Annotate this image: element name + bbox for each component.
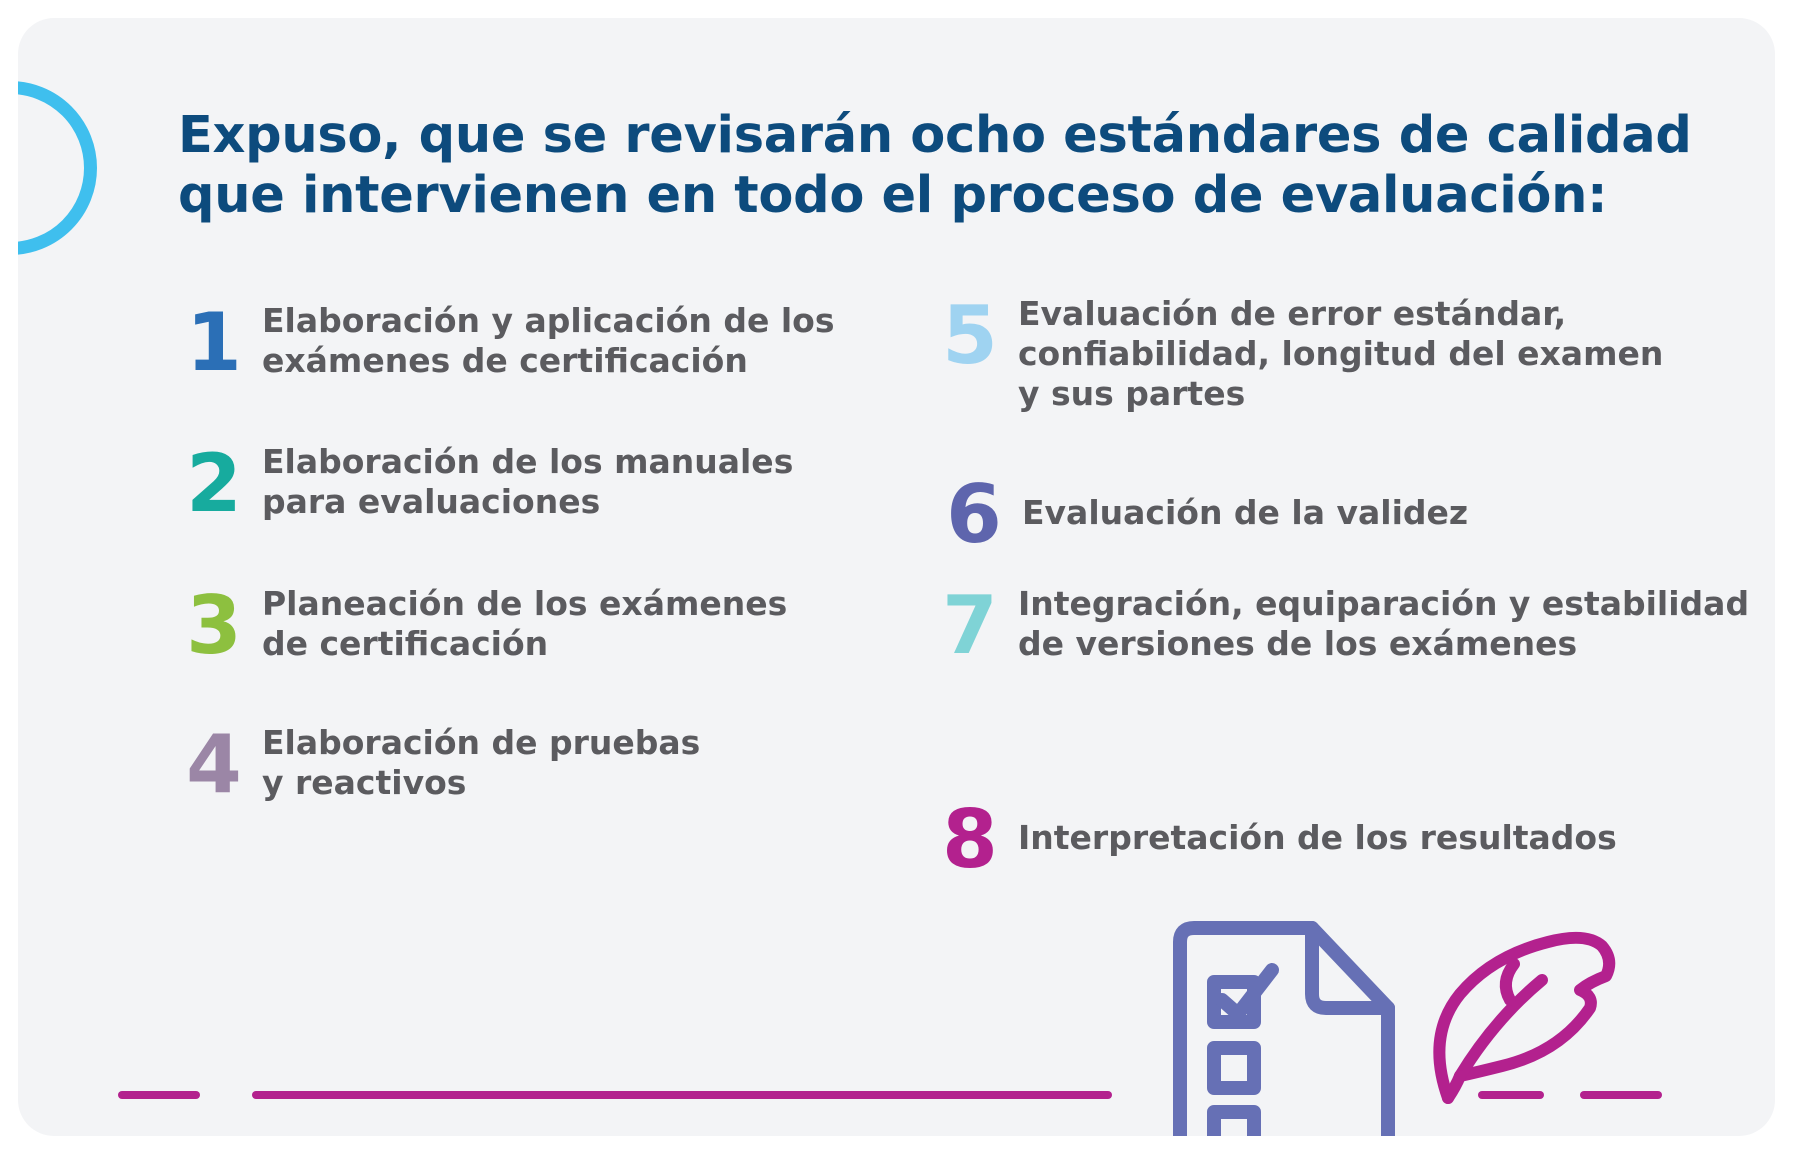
standard-number: 4 bbox=[186, 718, 242, 811]
standard-item-6: 6 Evaluación de la validez bbox=[930, 473, 1468, 557]
title-line-2: que intervienen en todo el proceso de ev… bbox=[178, 166, 1608, 225]
standard-item-1: 1 Elaboración y aplicación de los exámen… bbox=[170, 301, 834, 385]
standard-item-4: 4 Elaboración de pruebas y reactivos bbox=[170, 723, 700, 807]
standard-number: 7 bbox=[942, 579, 998, 672]
decorative-line-short bbox=[118, 1091, 200, 1099]
standard-label: Elaboración y aplicación de los exámenes… bbox=[262, 301, 835, 380]
decorative-line-right-1 bbox=[1478, 1091, 1544, 1099]
infographic-card: Expuso, que se revisarán ocho estándares… bbox=[18, 18, 1775, 1136]
title-line-1: Expuso, que se revisarán ocho estándares… bbox=[178, 106, 1692, 165]
decorative-line-right-2 bbox=[1580, 1091, 1662, 1099]
checklist-document-icon bbox=[1173, 921, 1395, 1136]
standard-item-2: 2 Elaboración de los manuales para evalu… bbox=[170, 442, 793, 526]
standard-number: 3 bbox=[186, 579, 242, 672]
standard-label: Interpretación de los resultados bbox=[1018, 818, 1617, 857]
standard-label: Elaboración de pruebas y reactivos bbox=[262, 723, 701, 802]
standard-number: 6 bbox=[946, 468, 1002, 561]
decorative-ring bbox=[18, 81, 97, 255]
standard-item-3: 3 Planeación de los exámenes de certific… bbox=[170, 584, 787, 668]
standard-label: Evaluación de la validez bbox=[1022, 493, 1469, 532]
feather-quill-icon bbox=[1433, 931, 1616, 1104]
standard-number: 8 bbox=[942, 793, 998, 886]
standard-number: 2 bbox=[186, 437, 242, 530]
standard-label: Planeación de los exámenes de certificac… bbox=[262, 584, 788, 663]
page-title: Expuso, que se revisarán ocho estándares… bbox=[178, 106, 1738, 226]
standard-item-8: 8 Interpretación de los resultados bbox=[926, 798, 1617, 882]
standard-number: 5 bbox=[942, 289, 998, 382]
standard-label: Integración, equiparación y estabilidad … bbox=[1018, 584, 1750, 663]
standard-label: Evaluación de error estándar, confiabili… bbox=[1018, 294, 1664, 413]
standard-item-5: 5 Evaluación de error estándar, confiabi… bbox=[926, 294, 1663, 414]
standard-label: Elaboración de los manuales para evaluac… bbox=[262, 442, 794, 521]
decorative-line-long bbox=[252, 1091, 1112, 1099]
standard-item-7: 7 Integración, equiparación y estabilida… bbox=[926, 584, 1749, 668]
standard-number: 1 bbox=[186, 296, 242, 389]
